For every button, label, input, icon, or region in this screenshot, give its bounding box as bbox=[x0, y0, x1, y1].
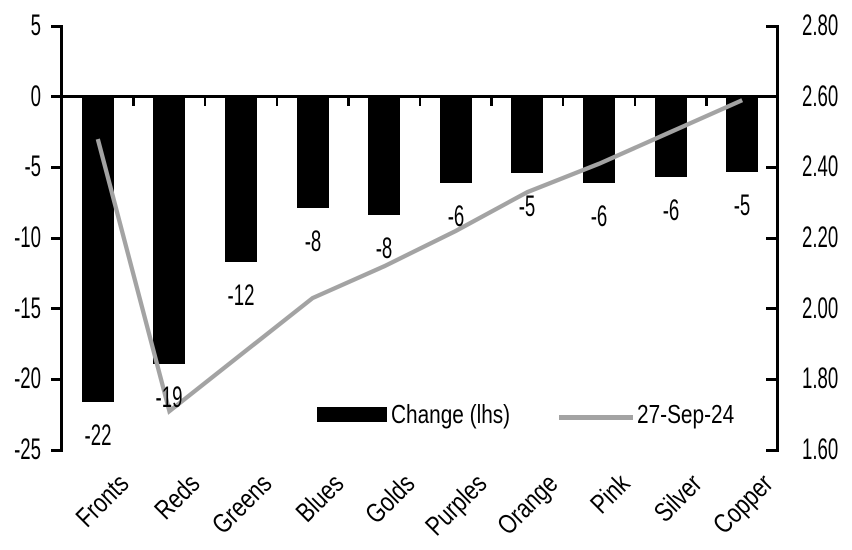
x-axis-tick bbox=[418, 97, 422, 106]
x-axis-tick bbox=[633, 97, 637, 106]
y-axis-left-label: -10 bbox=[14, 221, 41, 254]
bar-orange bbox=[511, 96, 544, 173]
y-axis-right-label: 2.00 bbox=[802, 291, 839, 325]
y-axis-left-label: 5 bbox=[30, 9, 41, 42]
bar-data-label-fronts: -22 bbox=[84, 418, 112, 452]
bar-greens bbox=[225, 96, 257, 263]
legend-line-swatch bbox=[559, 415, 633, 420]
x-axis-line bbox=[59, 95, 779, 99]
category-label-fronts: Fronts bbox=[69, 468, 135, 533]
x-axis-tick bbox=[705, 97, 708, 106]
y-axis-right-label: 1.80 bbox=[802, 362, 839, 396]
bar-purples bbox=[439, 96, 472, 183]
bar-data-label-greens: -12 bbox=[227, 279, 255, 313]
bar-blues bbox=[296, 96, 329, 209]
bar-data-label-purples: -6 bbox=[447, 199, 465, 233]
bar-silver bbox=[654, 96, 687, 178]
bar-data-label-silver: -6 bbox=[662, 194, 679, 228]
y-axis-left-tick bbox=[51, 165, 62, 169]
bar-golds bbox=[368, 96, 401, 216]
y-axis-right-tick bbox=[766, 95, 777, 99]
y-axis-right-tick bbox=[766, 377, 777, 381]
x-axis-tick bbox=[490, 97, 493, 106]
x-axis-tick bbox=[203, 97, 207, 106]
y-axis-left-label: 0 bbox=[30, 79, 41, 113]
bar-data-label-copper: -5 bbox=[733, 188, 751, 222]
y-axis-right-tick bbox=[766, 307, 777, 311]
legend-label-change-lhs: Change (lhs) bbox=[391, 399, 511, 429]
legend-label-27-sep-24: 27-Sep-24 bbox=[637, 399, 735, 429]
y-axis-right-tick bbox=[766, 236, 777, 240]
bar-data-label-reds: -19 bbox=[155, 380, 183, 414]
y-axis-right-line bbox=[775, 24, 779, 452]
y-axis-right-tick bbox=[766, 448, 777, 452]
y-axis-left-label: -5 bbox=[24, 150, 41, 184]
bar-data-label-golds: -8 bbox=[375, 232, 393, 266]
y-axis-left-label: -25 bbox=[14, 433, 41, 466]
y-axis-right-label: 2.60 bbox=[802, 79, 839, 113]
y-axis-right-tick bbox=[766, 24, 777, 28]
bar-data-label-blues: -8 bbox=[304, 225, 321, 259]
bar-pink bbox=[583, 96, 615, 183]
x-axis-tick bbox=[561, 97, 565, 106]
x-axis-tick bbox=[132, 97, 135, 106]
y-axis-left-tick bbox=[51, 448, 62, 452]
y-axis-right-label: 1.60 bbox=[802, 433, 839, 466]
legend-bar-swatch bbox=[317, 407, 387, 422]
y-axis-right-label: 2.40 bbox=[802, 150, 839, 184]
y-axis-right-tick bbox=[766, 165, 777, 169]
bar-reds bbox=[153, 96, 186, 364]
y-axis-left-tick bbox=[51, 236, 62, 240]
bar-data-label-pink: -6 bbox=[590, 199, 608, 233]
bar-copper bbox=[726, 96, 759, 172]
y-axis-left-tick bbox=[51, 307, 62, 311]
y-axis-left-tick bbox=[51, 24, 62, 28]
y-axis-left-label: -20 bbox=[14, 362, 41, 396]
bar-data-label-orange: -5 bbox=[519, 189, 536, 223]
y-axis-right-label: 2.80 bbox=[802, 9, 839, 42]
y-axis-right-label: 2.20 bbox=[802, 221, 839, 254]
x-axis-tick bbox=[275, 97, 279, 106]
y-axis-left-tick bbox=[51, 95, 62, 99]
x-axis-tick bbox=[347, 97, 350, 106]
y-axis-left-tick bbox=[51, 377, 62, 381]
y-axis-left-label: -15 bbox=[14, 291, 41, 325]
bar-fronts bbox=[81, 96, 114, 402]
